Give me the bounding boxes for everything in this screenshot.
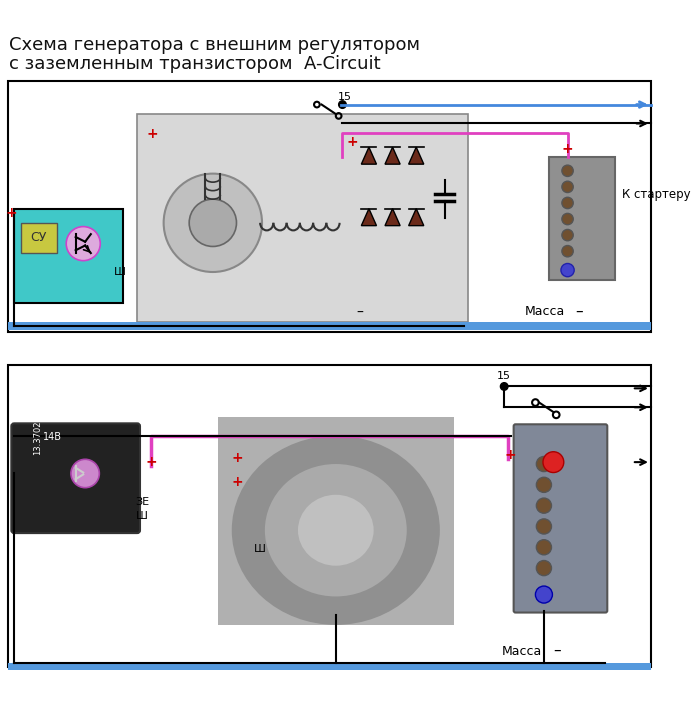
Text: +: + xyxy=(147,127,158,141)
Bar xyxy=(8,322,651,330)
Circle shape xyxy=(562,229,574,241)
Circle shape xyxy=(562,197,574,209)
Text: ЗЕ: ЗЕ xyxy=(135,497,149,507)
Text: Масса: Масса xyxy=(525,306,565,319)
Ellipse shape xyxy=(232,436,440,625)
Circle shape xyxy=(562,214,574,225)
Ellipse shape xyxy=(265,464,406,597)
Bar xyxy=(21,223,57,253)
Text: Ш: Ш xyxy=(136,511,148,521)
Text: Ш: Ш xyxy=(254,544,266,554)
FancyBboxPatch shape xyxy=(514,424,608,613)
Text: 14В: 14В xyxy=(42,432,61,442)
Bar xyxy=(218,417,454,625)
Text: Масса: Масса xyxy=(501,645,541,658)
Ellipse shape xyxy=(298,495,374,566)
Text: К стартеру: К стартеру xyxy=(622,188,691,201)
Text: +: + xyxy=(145,455,157,469)
Polygon shape xyxy=(409,209,424,226)
Text: Ш: Ш xyxy=(114,267,126,277)
Circle shape xyxy=(537,457,551,472)
Circle shape xyxy=(339,101,346,109)
Polygon shape xyxy=(385,209,400,226)
Text: 15: 15 xyxy=(497,371,511,381)
Text: –: – xyxy=(356,306,363,320)
Text: +: + xyxy=(562,142,574,156)
Bar xyxy=(14,209,123,303)
Bar xyxy=(8,663,651,670)
Text: +: + xyxy=(346,135,358,150)
Polygon shape xyxy=(361,147,377,164)
Circle shape xyxy=(71,459,100,487)
FancyBboxPatch shape xyxy=(11,423,140,533)
Text: +: + xyxy=(504,449,516,462)
Polygon shape xyxy=(385,147,400,164)
Text: с заземленным транзистором  A-Circuit: с заземленным транзистором A-Circuit xyxy=(10,55,381,73)
Circle shape xyxy=(537,477,551,493)
Bar xyxy=(548,157,615,280)
Text: –: – xyxy=(575,303,583,319)
Polygon shape xyxy=(361,209,377,226)
Circle shape xyxy=(537,540,551,555)
Text: +: + xyxy=(232,451,244,465)
Bar xyxy=(8,365,651,667)
Circle shape xyxy=(66,226,100,261)
Text: 13.3702-03: 13.3702-03 xyxy=(33,406,42,454)
Circle shape xyxy=(562,165,574,176)
Circle shape xyxy=(562,245,574,257)
Circle shape xyxy=(537,519,551,534)
Circle shape xyxy=(500,383,508,390)
Text: Схема генератора с внешним регулятором: Схема генератора с внешним регулятором xyxy=(10,37,420,55)
Text: СУ: СУ xyxy=(31,232,47,244)
Text: +: + xyxy=(6,206,17,220)
Circle shape xyxy=(537,561,551,576)
Text: +: + xyxy=(232,475,244,489)
Circle shape xyxy=(537,498,551,513)
Circle shape xyxy=(561,263,574,277)
Circle shape xyxy=(543,452,564,472)
Bar xyxy=(8,81,651,331)
Polygon shape xyxy=(409,147,424,164)
Circle shape xyxy=(562,181,574,193)
Circle shape xyxy=(535,586,553,603)
Circle shape xyxy=(164,173,262,272)
Text: –: – xyxy=(553,643,561,658)
Bar xyxy=(137,114,468,322)
Text: 15: 15 xyxy=(338,92,352,102)
Circle shape xyxy=(189,199,237,247)
